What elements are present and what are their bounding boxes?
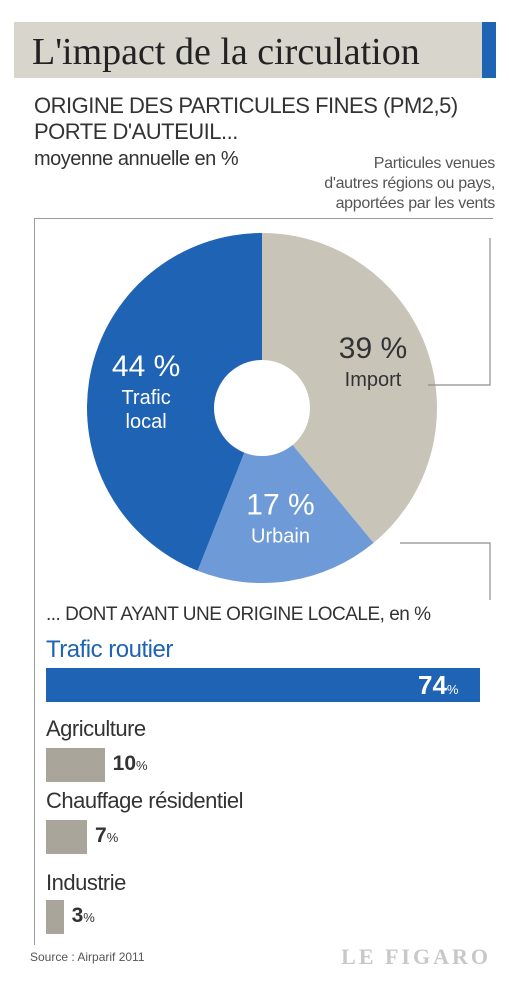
bar bbox=[46, 748, 105, 782]
bar bbox=[46, 820, 88, 854]
bar-value-label: 7% bbox=[95, 824, 119, 847]
title-accent-bar bbox=[482, 22, 496, 78]
le-figaro-logo: LE FIGARO bbox=[341, 944, 491, 969]
bar-category-label: Industrie bbox=[46, 870, 126, 895]
bar-chart-title: ... DONT AYANT UNE ORIGINE LOCALE, en % bbox=[46, 604, 431, 625]
chart-frame bbox=[34, 218, 493, 945]
bar bbox=[46, 900, 64, 934]
pie-category-label-urbain: Urbain bbox=[251, 526, 310, 548]
pie-category-label-trafic-local: local bbox=[126, 411, 167, 433]
import-note: Particules venues d'autres régions ou pa… bbox=[265, 154, 495, 214]
bar-value-label: 10% bbox=[112, 752, 148, 775]
pie-category-label-trafic-local: Trafic bbox=[121, 387, 170, 409]
local-leader-line bbox=[400, 542, 491, 600]
bar-value-label: 3% bbox=[71, 904, 95, 927]
pie-category-label-import: Import bbox=[345, 369, 402, 391]
chart-subtitle: ORIGINE DES PARTICULES FINES (PM2,5) POR… bbox=[34, 93, 458, 145]
import-note-line-2: d'autres régions ou pays, bbox=[324, 175, 495, 192]
bar bbox=[46, 668, 480, 702]
pie-slice-trafic-local bbox=[87, 233, 263, 571]
pie-slice-import bbox=[262, 233, 438, 543]
pie-value-label-urbain: 17 % bbox=[246, 489, 314, 522]
pie-slice-urbain bbox=[197, 408, 374, 583]
donut-hole bbox=[214, 360, 310, 456]
title-banner: L'impact de la circulation bbox=[14, 22, 496, 78]
subtitle-line-2: PORTE D'AUTEUIL... bbox=[34, 119, 238, 144]
page-title: L'impact de la circulation bbox=[32, 31, 420, 73]
bar-category-label: Agriculture bbox=[46, 716, 146, 741]
import-note-line-3: apportées par les vents bbox=[335, 195, 496, 212]
import-note-line-1: Particules venues bbox=[373, 155, 496, 172]
bar-value-label: 74% bbox=[418, 670, 459, 700]
bar-category-label: Trafic routier bbox=[46, 636, 173, 663]
pie-value-label-import: 39 % bbox=[339, 332, 407, 365]
source-note: Source : Airparif 2011 bbox=[30, 950, 145, 964]
unit-label: moyenne annuelle en % bbox=[34, 148, 239, 170]
bar-category-label: Chauffage résidentiel bbox=[46, 788, 244, 813]
import-leader-line bbox=[428, 238, 491, 386]
subtitle-line-1: ORIGINE DES PARTICULES FINES (PM2,5) bbox=[34, 93, 458, 118]
pie-value-label-trafic-local: 44 % bbox=[112, 350, 180, 383]
